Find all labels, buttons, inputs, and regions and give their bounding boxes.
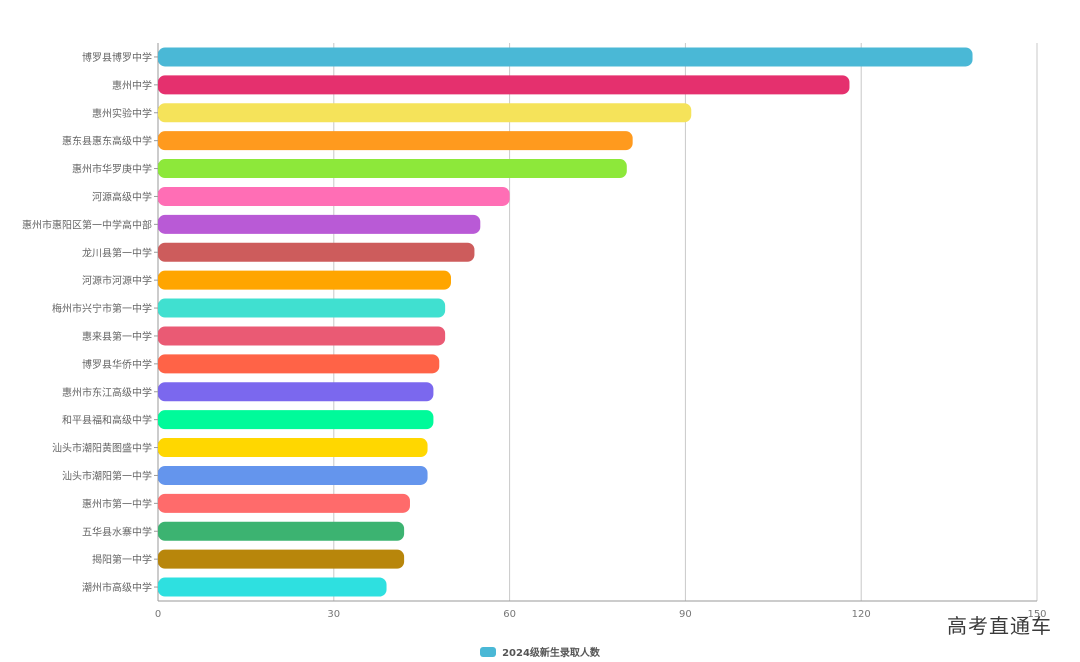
bar [158,270,451,290]
x-tick-label: 0 [155,609,161,620]
category-label: 博罗县博罗中学 [82,51,152,64]
category-label: 潮州市高级中学 [82,581,152,594]
bar [158,298,446,318]
x-tick-label: 60 [503,609,516,620]
category-label: 河源高级中学 [92,190,152,203]
category-label: 惠州市华罗庚中学 [72,163,152,176]
x-tick-label: 150 [1027,609,1046,620]
legend-swatch [480,646,497,657]
bar [158,410,434,430]
bar [158,75,850,95]
bar [158,577,387,597]
category-label: 五华县水寨中学 [82,525,152,538]
x-tick-label: 120 [852,609,871,620]
category-label: 揭阳第一中学 [92,553,152,566]
category-label: 梅州市兴宁市第一中学 [52,302,152,315]
category-label: 惠州市第一中学 [82,497,152,510]
legend-label: 2024级新生录取人数 [502,648,600,659]
category-label: 惠州中学 [112,79,152,92]
category-label: 龙川县第一中学 [82,246,152,259]
bar [158,47,973,67]
bar [158,493,410,513]
category-label: 汕头市潮阳第一中学 [62,469,152,482]
category-label: 惠东县惠东高级中学 [62,135,152,148]
category-label: 汕头市潮阳黄图盛中学 [52,442,152,455]
bar [158,214,481,234]
category-label: 博罗县华侨中学 [82,358,152,371]
watermark-text: 高考直通车 [947,614,1052,638]
legend[interactable]: 2024级新生录取人数 [0,644,1080,659]
bar [158,438,428,458]
bar [158,382,434,402]
category-label: 惠州市惠阳区第一中学高中部 [22,218,152,231]
category-label: 惠来县第一中学 [82,330,152,343]
bar [158,549,405,569]
category-label: 和平县福和高级中学 [62,414,152,427]
bar [158,326,446,346]
category-label: 惠州市东江高级中学 [62,386,152,399]
bar [158,131,633,151]
bar [158,521,405,541]
bar [158,159,627,179]
bar [158,103,692,123]
bar [158,354,440,374]
bar [158,465,428,485]
category-label: 河源市河源中学 [82,274,152,287]
x-tick-label: 90 [679,609,692,620]
x-tick-label: 30 [327,609,340,620]
category-label: 惠州实验中学 [92,107,152,120]
bar [158,186,510,206]
bar [158,242,475,262]
